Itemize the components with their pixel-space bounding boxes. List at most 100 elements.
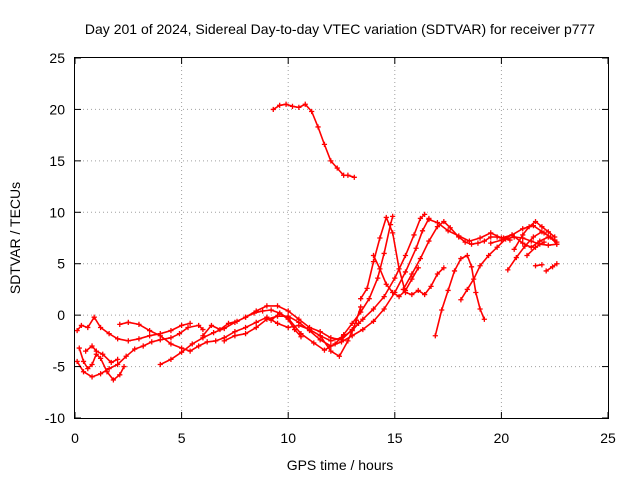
data-point <box>481 316 487 322</box>
data-point <box>543 268 549 274</box>
data-point <box>513 254 519 261</box>
data-point <box>349 320 355 326</box>
data-point <box>383 214 389 221</box>
data-point <box>488 240 494 246</box>
data-point <box>328 348 334 354</box>
data-point <box>477 235 483 241</box>
data-point <box>117 372 123 378</box>
data-point <box>554 261 560 267</box>
data-point <box>539 229 545 235</box>
data-point <box>117 321 123 327</box>
data-point <box>434 219 441 226</box>
data-point <box>270 106 276 113</box>
data-point <box>296 319 302 325</box>
data-point <box>285 324 291 331</box>
data-point <box>168 356 174 362</box>
data-point <box>364 285 370 291</box>
data-point <box>306 327 313 334</box>
data-point <box>464 286 470 293</box>
series-arc-19 <box>511 218 558 252</box>
series-line <box>372 254 420 298</box>
x-tick-label: 0 <box>71 430 79 446</box>
data-point <box>221 338 227 344</box>
data-point <box>168 341 174 347</box>
data-point <box>242 314 249 320</box>
data-point <box>473 289 479 296</box>
axis-ticks <box>74 57 609 419</box>
data-point <box>409 271 415 277</box>
data-point <box>375 275 381 281</box>
data-point <box>422 291 428 298</box>
data-point <box>415 265 421 271</box>
y-axis-label: SDTVAR / TECUs <box>7 182 23 294</box>
data-point <box>520 226 526 232</box>
data-point <box>285 315 291 321</box>
series-arc-20 <box>488 232 560 250</box>
data-point <box>468 264 475 270</box>
data-point <box>106 331 112 337</box>
data-point <box>277 310 283 316</box>
data-point <box>505 267 511 273</box>
data-point <box>409 276 415 282</box>
data-point <box>76 345 82 351</box>
y-tick-label: 25 <box>49 50 65 66</box>
data-point <box>89 374 95 380</box>
data-point <box>464 252 470 259</box>
data-point <box>189 341 195 347</box>
data-point <box>311 340 317 346</box>
data-point <box>291 326 298 333</box>
y-tick-label: -5 <box>53 359 66 375</box>
data-point <box>208 322 215 329</box>
data-point <box>328 158 334 164</box>
data-point <box>132 346 138 352</box>
data-point <box>242 324 249 331</box>
data-point <box>434 271 441 277</box>
data-point <box>441 218 447 225</box>
data-point <box>274 320 281 326</box>
data-point <box>106 366 112 372</box>
data-point <box>136 336 142 342</box>
data-point <box>360 326 366 333</box>
data-point <box>147 333 153 339</box>
series-line <box>489 234 558 249</box>
data-point <box>89 361 95 368</box>
data-point <box>370 318 377 324</box>
data-point <box>370 306 377 312</box>
data-point <box>462 239 468 245</box>
data-point <box>413 245 419 251</box>
data-point <box>136 321 142 327</box>
data-point <box>402 269 409 275</box>
data-point <box>242 331 249 337</box>
data-point <box>456 233 462 239</box>
data-point <box>179 322 185 329</box>
data-point <box>417 215 423 222</box>
series-arc-22 <box>532 262 545 269</box>
data-point <box>85 324 91 331</box>
data-point <box>341 332 347 338</box>
series-arc-9 <box>268 213 396 353</box>
data-point <box>277 102 283 108</box>
data-point <box>185 324 191 331</box>
data-point <box>475 240 481 246</box>
series-arc-16 <box>432 252 487 339</box>
data-point <box>336 353 342 359</box>
data-point <box>539 224 545 230</box>
data-point <box>200 326 206 333</box>
data-point <box>390 230 396 236</box>
data-point <box>554 239 560 245</box>
data-point <box>488 230 494 236</box>
plot-frame <box>74 57 609 419</box>
data-point <box>157 361 163 368</box>
data-point <box>91 314 97 320</box>
data-point <box>426 238 432 244</box>
data-point <box>289 103 296 109</box>
series-arc-4 <box>83 343 121 366</box>
data-point <box>481 238 487 244</box>
data-point <box>541 239 547 245</box>
data-point <box>458 297 464 303</box>
data-point <box>358 296 364 302</box>
data-point <box>392 275 398 281</box>
data-point <box>264 316 270 322</box>
data-point <box>377 266 383 272</box>
